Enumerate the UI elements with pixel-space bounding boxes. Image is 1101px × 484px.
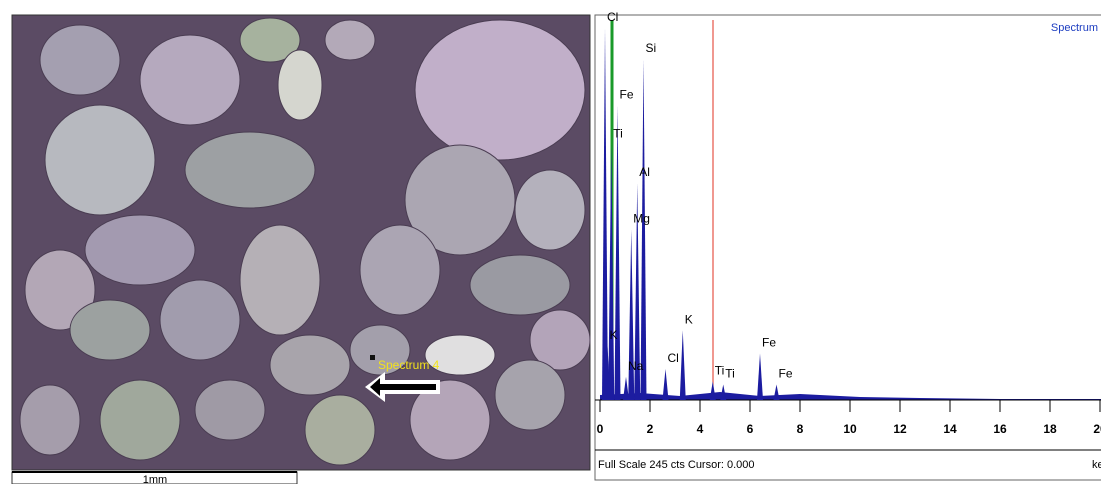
peak-label: Al [639, 165, 650, 179]
spectrum-point [370, 355, 375, 360]
x-tick-label: 16 [993, 422, 1007, 436]
x-tick-label: 8 [797, 422, 804, 436]
peak-label: Cl [607, 10, 618, 24]
peak-label: Ti [715, 364, 725, 378]
spectrum-label: Spectrum 4 [378, 358, 440, 372]
micrograph: Spectrum 4 1mm Spectrum Full Scale 245 c… [0, 0, 1101, 484]
peak-label: Fe [762, 336, 776, 350]
peak-label: K [685, 312, 693, 326]
peak-label: Si [646, 41, 657, 55]
x-axis-label: keV [1092, 459, 1101, 471]
x-tick-label: 18 [1043, 422, 1057, 436]
spectrum-footer: Full Scale 245 cts Cursor: 0.000 [598, 459, 755, 471]
peak-label: Ti [725, 367, 735, 381]
x-tick-label: 12 [893, 422, 907, 436]
spectrum-title: Spectrum [1051, 22, 1098, 34]
x-tick-label: 4 [697, 422, 704, 436]
spectrum-panel [595, 15, 1101, 480]
peak-label: K [610, 328, 618, 342]
peak-label: Fe [779, 367, 793, 381]
x-tick-label: 2 [647, 422, 654, 436]
x-tick-label: 14 [943, 422, 957, 436]
scale-bar-label: 1mm [143, 474, 167, 484]
x-tick-label: 20 [1093, 422, 1101, 436]
peak-label: Mg [633, 212, 650, 226]
x-tick-label: 6 [747, 422, 754, 436]
peak-label: Fe [620, 87, 634, 101]
peak-label: Cl [668, 351, 679, 365]
x-tick-label: 0 [597, 422, 604, 436]
x-tick-label: 10 [843, 422, 857, 436]
peak-label: Na [628, 359, 644, 373]
figure: Spectrum 4 1mm Spectrum Full Scale 245 c… [0, 0, 1101, 484]
peak-label: Ti [613, 126, 623, 140]
